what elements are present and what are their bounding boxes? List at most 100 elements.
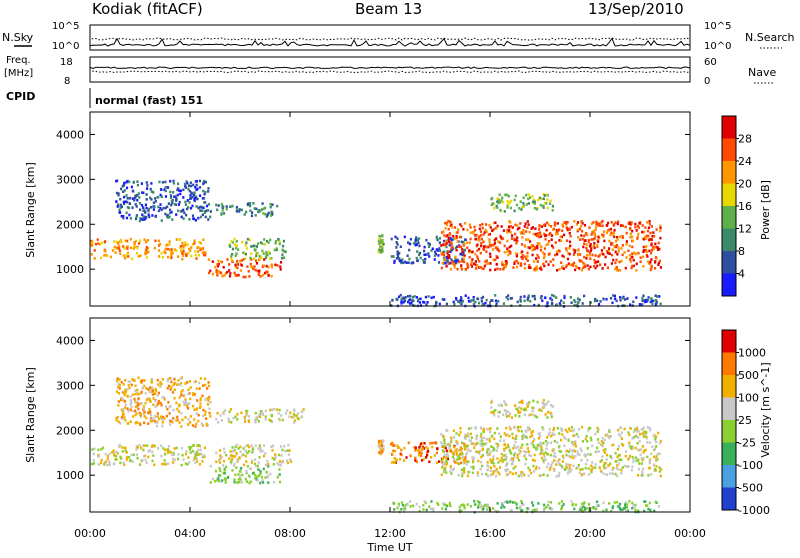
- data-cell: [136, 446, 139, 449]
- data-cell: [527, 296, 530, 299]
- data-cell: [528, 453, 531, 457]
- data-cell: [205, 422, 208, 426]
- data-cell: [652, 247, 655, 251]
- data-cell: [431, 445, 434, 449]
- data-cell: [597, 303, 601, 306]
- data-cell: [646, 426, 649, 429]
- data-cell: [408, 298, 412, 301]
- data-cell: [581, 237, 584, 241]
- data-cell: [125, 194, 128, 197]
- data-cell: [618, 260, 621, 264]
- data-cell: [503, 447, 506, 451]
- data-cell: [184, 184, 187, 188]
- data-cell: [555, 463, 558, 466]
- data-cell: [650, 473, 653, 476]
- data-cell: [583, 239, 586, 242]
- data-cell: [478, 227, 481, 231]
- data-cell: [558, 228, 561, 231]
- data-cell: [242, 275, 245, 279]
- data-cell: [156, 447, 160, 450]
- colorbar-swatch: [722, 397, 736, 420]
- data-cell: [273, 407, 276, 411]
- data-cell: [522, 201, 525, 205]
- data-cell: [147, 209, 150, 213]
- data-cell: [202, 182, 205, 186]
- data-cell: [523, 255, 526, 258]
- data-cell: [635, 262, 638, 266]
- data-cell: [616, 448, 619, 451]
- data-cell: [124, 403, 127, 407]
- data-cell: [544, 237, 547, 241]
- data-cell: [145, 416, 148, 420]
- data-cell: [254, 259, 258, 262]
- data-cell: [247, 270, 250, 273]
- data-cell: [616, 455, 619, 459]
- data-cell: [124, 406, 127, 410]
- data-cell: [236, 266, 239, 270]
- data-cell: [499, 459, 502, 462]
- data-cell: [626, 297, 629, 300]
- data-cell: [241, 240, 244, 244]
- data-cell: [584, 462, 588, 466]
- data-cell: [265, 270, 268, 274]
- data-cell: [127, 383, 130, 387]
- data-cell: [558, 239, 561, 242]
- data-cell: [168, 211, 172, 215]
- data-cell: [219, 469, 222, 473]
- data-cell: [491, 459, 494, 463]
- data-cell: [256, 269, 259, 273]
- data-cell: [152, 444, 155, 447]
- data-cell: [563, 444, 566, 447]
- data-cell: [269, 214, 273, 217]
- data-cell: [154, 215, 157, 218]
- data-cell: [521, 443, 524, 447]
- data-cell: [166, 386, 169, 390]
- data-cell: [161, 462, 164, 466]
- data-cell: [573, 220, 576, 223]
- data-cell: [520, 407, 523, 410]
- data-cell: [409, 294, 412, 298]
- data-cell: [442, 462, 446, 465]
- data-cell: [217, 262, 220, 266]
- data-cell: [508, 228, 511, 231]
- data-cell: [186, 381, 189, 384]
- data-cell: [242, 251, 245, 254]
- data-cell: [185, 402, 188, 406]
- data-cell: [163, 417, 166, 420]
- data-cell: [589, 265, 592, 269]
- data-cell: [512, 447, 515, 450]
- data-cell: [134, 413, 137, 417]
- data-cell: [501, 196, 504, 200]
- data-cell: [247, 474, 251, 478]
- data-cell: [641, 445, 644, 448]
- data-cell: [214, 469, 217, 473]
- data-cell: [180, 244, 183, 248]
- data-cell: [421, 445, 424, 449]
- data-cell: [498, 241, 502, 244]
- data-cell: [538, 432, 541, 435]
- data-cell: [468, 255, 471, 259]
- data-cell: [530, 434, 534, 438]
- data-cell: [200, 247, 203, 251]
- data-cell: [418, 446, 421, 449]
- data-cell: [536, 244, 539, 248]
- data-cell: [599, 460, 602, 463]
- data-cell: [170, 254, 173, 257]
- data-cell: [628, 433, 631, 437]
- data-cell: [267, 462, 270, 466]
- data-cell: [243, 418, 246, 421]
- data-cell: [440, 251, 443, 255]
- freq-tick-bottom: 8: [64, 76, 70, 87]
- data-cell: [240, 411, 243, 415]
- data-cell: [499, 208, 502, 212]
- data-cell: [464, 444, 467, 447]
- data-cell: [472, 459, 475, 462]
- data-cell: [147, 450, 150, 453]
- data-cell: [184, 382, 187, 385]
- data-cell: [393, 449, 396, 453]
- data-cell: [261, 274, 264, 277]
- data-cell: [423, 253, 426, 256]
- data-cell: [505, 446, 508, 450]
- colorbar-swatch: [722, 375, 736, 398]
